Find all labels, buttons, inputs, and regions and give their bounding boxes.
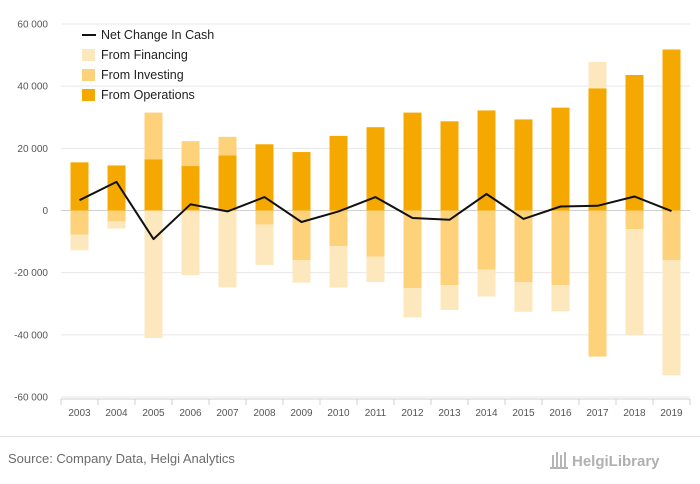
bar-from-financing xyxy=(366,256,385,282)
x-tick-label: 2008 xyxy=(253,408,276,419)
footer: Source: Company Data, Helgi Analytics He… xyxy=(0,436,700,484)
y-tick-label: -40 000 xyxy=(14,330,48,341)
bar-from-investing xyxy=(255,210,274,225)
bar-from-investing xyxy=(514,210,533,282)
library-building-icon xyxy=(550,452,568,469)
x-tick-label: 2006 xyxy=(179,408,202,419)
x-tick-label: 2003 xyxy=(68,408,91,419)
bar-from-investing xyxy=(551,210,570,286)
x-tick-label: 2012 xyxy=(401,408,424,419)
bar-from-operations xyxy=(514,119,533,211)
bar-from-financing xyxy=(662,260,681,376)
helgi-library-logo: HelgiLibrary xyxy=(550,452,660,470)
bar-from-investing xyxy=(107,210,126,222)
bar-from-investing xyxy=(144,112,163,160)
x-tick-label: 2011 xyxy=(365,408,387,419)
bar-from-financing xyxy=(218,210,237,288)
net-change-line xyxy=(79,180,672,241)
bar-from-financing xyxy=(625,229,644,335)
bar-from-operations xyxy=(255,144,274,211)
bar-from-operations xyxy=(440,121,459,211)
bar-from-financing xyxy=(551,285,570,312)
bar-from-financing xyxy=(440,285,459,310)
bar-from-financing xyxy=(107,221,126,229)
legend-swatch xyxy=(82,49,95,61)
legend-label: From Operations xyxy=(101,88,195,102)
x-tick-label: 2016 xyxy=(549,408,572,419)
x-tick-label: 2009 xyxy=(290,408,313,419)
x-tick-label: 2007 xyxy=(216,408,239,419)
legend-label: From Investing xyxy=(101,68,184,82)
y-tick-label: 60 000 xyxy=(17,20,48,31)
bar-from-financing xyxy=(255,224,274,265)
bar-from-operations xyxy=(403,112,422,211)
bar-from-financing xyxy=(70,234,89,251)
logo-text: HelgiLibrary xyxy=(572,453,660,470)
x-tick-label: 2018 xyxy=(623,408,646,419)
bar-from-investing xyxy=(588,210,607,357)
x-axis: 2003 2004 2005 2006 2007 2008 2009 2010 2011 2012… xyxy=(60,398,691,419)
bar-from-operations xyxy=(366,127,385,211)
bar-from-operations xyxy=(588,88,607,211)
legend-swatch xyxy=(82,89,95,101)
bar-from-investing xyxy=(292,210,311,261)
net-change-line-group xyxy=(79,180,672,241)
bar-from-investing xyxy=(440,210,459,286)
bar-from-investing xyxy=(329,210,348,247)
bar-from-investing xyxy=(366,210,385,257)
source-note: Source: Company Data, Helgi Analytics xyxy=(8,451,235,466)
bar-from-operations xyxy=(477,110,496,211)
legend-swatch xyxy=(82,69,95,81)
bar-from-operations xyxy=(70,162,89,211)
bar-from-operations xyxy=(218,155,237,211)
bar-from-financing xyxy=(181,210,200,276)
bar-from-investing xyxy=(477,210,496,270)
bar-from-investing xyxy=(625,210,644,230)
x-tick-label: 2014 xyxy=(475,408,498,419)
bar-from-operations xyxy=(625,74,644,211)
x-tick-label: 2017 xyxy=(586,408,609,419)
bar-from-financing xyxy=(514,281,533,312)
bars xyxy=(70,49,681,376)
bar-from-operations xyxy=(181,166,200,211)
bar-from-investing xyxy=(403,210,422,289)
bar-from-operations xyxy=(292,152,311,211)
y-tick-label: 40 000 xyxy=(17,82,48,93)
bar-from-operations xyxy=(144,159,163,211)
bar-from-operations xyxy=(107,165,126,211)
bar-from-investing xyxy=(662,210,681,261)
legend-label: From Financing xyxy=(101,48,188,62)
chart: 60 000 40 000 20 000 0 -20 000 -40 000 -60 000… xyxy=(14,20,691,419)
x-tick-label: 2004 xyxy=(105,408,128,419)
x-tick-label: 2005 xyxy=(142,408,165,419)
bar-from-investing xyxy=(181,141,200,167)
bar-from-investing xyxy=(218,136,237,156)
x-tick-label: 2013 xyxy=(438,408,461,419)
bar-from-operations xyxy=(662,49,681,211)
bar-from-financing xyxy=(144,210,163,338)
bar-from-financing xyxy=(477,269,496,297)
bar-from-financing xyxy=(588,61,607,89)
x-tick-label: 2019 xyxy=(660,408,683,419)
bar-from-operations xyxy=(329,135,348,211)
bar-from-operations xyxy=(551,107,570,211)
bar-from-investing xyxy=(70,210,89,235)
x-tick-label: 2010 xyxy=(327,408,350,419)
bar-from-financing xyxy=(329,246,348,288)
legend-label: Net Change In Cash xyxy=(101,28,214,42)
y-tick-label: -20 000 xyxy=(14,268,48,279)
x-tick-label: 2015 xyxy=(512,408,535,419)
legend: Net Change In Cash From Financing From Inv… xyxy=(82,28,214,102)
y-axis-ticks: 60 000 40 000 20 000 0 -20 000 -40 000 -60 000 xyxy=(14,20,48,404)
y-tick-label: -60 000 xyxy=(14,393,48,404)
y-tick-label: 20 000 xyxy=(17,144,48,155)
bar-from-financing xyxy=(292,260,311,283)
bar-from-financing xyxy=(403,288,422,318)
y-tick-label: 0 xyxy=(42,206,48,217)
